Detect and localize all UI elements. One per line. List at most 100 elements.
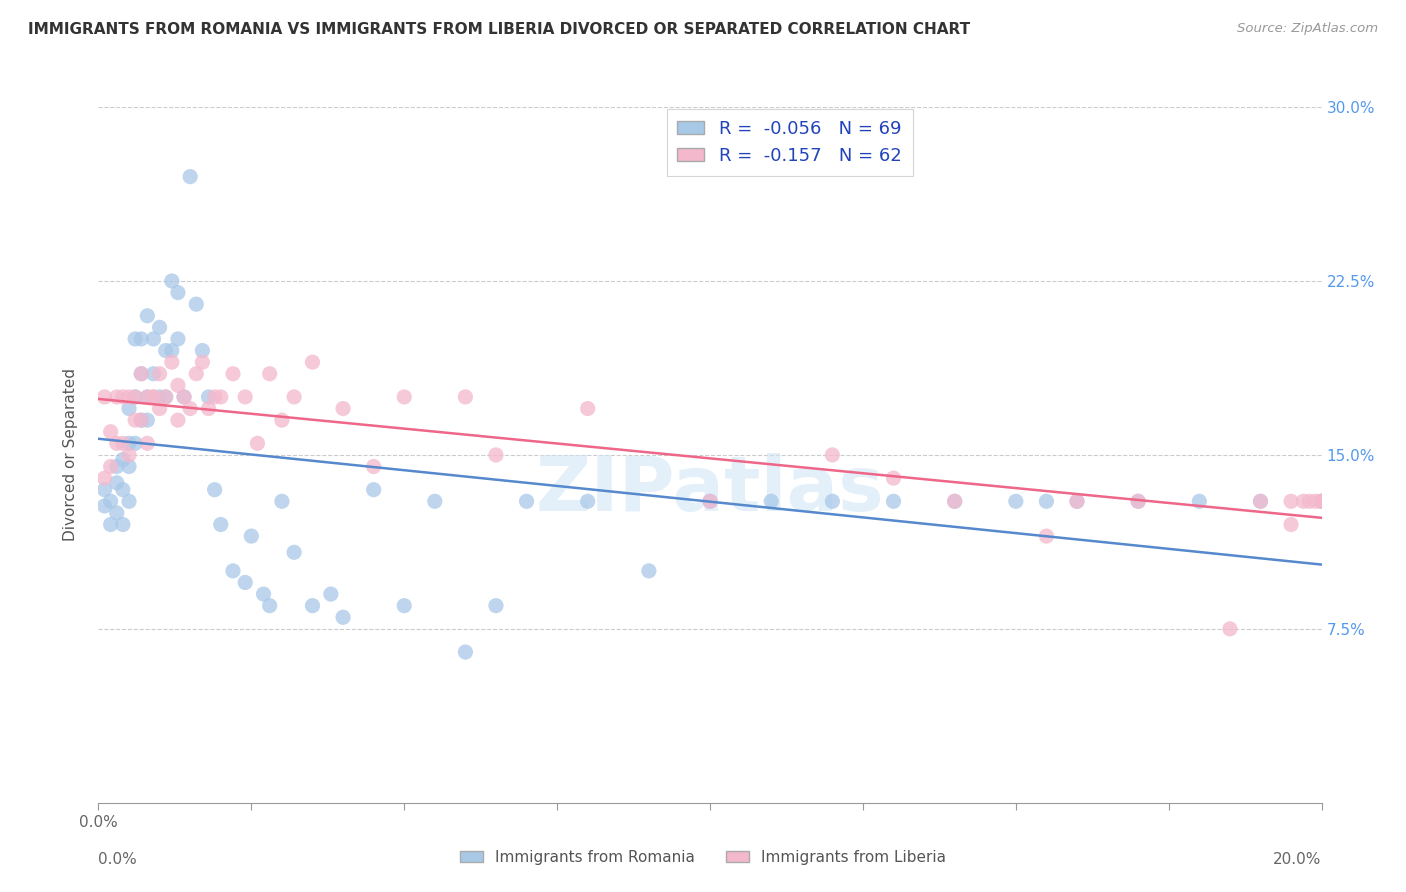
Text: Source: ZipAtlas.com: Source: ZipAtlas.com: [1237, 22, 1378, 36]
Point: [423, 494, 446, 508]
Point: [821, 494, 844, 508]
Point: [142, 390, 165, 404]
Point: [136, 413, 159, 427]
Point: [699, 494, 721, 508]
Point: [1004, 494, 1026, 508]
Point: [1279, 517, 1302, 532]
Point: [1298, 494, 1320, 508]
Point: [392, 390, 416, 404]
Point: [149, 320, 172, 334]
Point: [179, 169, 201, 184]
Point: [485, 599, 508, 613]
Point: [1066, 494, 1088, 508]
Point: [124, 413, 146, 427]
Point: [363, 483, 385, 497]
Point: [129, 413, 152, 427]
Point: [1128, 494, 1150, 508]
Point: [136, 436, 159, 450]
Point: [332, 401, 354, 416]
Point: [149, 367, 172, 381]
Point: [100, 425, 122, 439]
Point: [149, 390, 172, 404]
Point: [124, 332, 146, 346]
Point: [197, 390, 219, 404]
Legend: R =  -0.056   N = 69, R =  -0.157   N = 62: R = -0.056 N = 69, R = -0.157 N = 62: [666, 109, 912, 176]
Point: [222, 564, 245, 578]
Text: IMMIGRANTS FROM ROMANIA VS IMMIGRANTS FROM LIBERIA DIVORCED OR SEPARATED CORRELA: IMMIGRANTS FROM ROMANIA VS IMMIGRANTS FR…: [28, 22, 970, 37]
Point: [332, 610, 354, 624]
Point: [124, 390, 146, 404]
Point: [1128, 494, 1150, 508]
Point: [222, 367, 245, 381]
Point: [759, 494, 782, 508]
Point: [576, 494, 599, 508]
Point: [270, 494, 292, 508]
Point: [252, 587, 274, 601]
Point: [1035, 529, 1057, 543]
Point: [124, 436, 146, 450]
Point: [1310, 494, 1333, 508]
Point: [363, 459, 385, 474]
Point: [233, 390, 256, 404]
Point: [111, 436, 134, 450]
Point: [93, 390, 115, 404]
Point: [167, 285, 190, 300]
Point: [118, 436, 141, 450]
Point: [129, 413, 152, 427]
Point: [943, 494, 966, 508]
Point: [167, 332, 190, 346]
Y-axis label: Divorced or Separated: Divorced or Separated: [63, 368, 77, 541]
Point: [191, 343, 214, 358]
Point: [821, 448, 844, 462]
Legend: Immigrants from Romania, Immigrants from Liberia: Immigrants from Romania, Immigrants from…: [454, 844, 952, 871]
Text: 20.0%: 20.0%: [1274, 852, 1322, 867]
Point: [124, 390, 146, 404]
Point: [516, 494, 538, 508]
Point: [142, 332, 165, 346]
Point: [1035, 494, 1057, 508]
Point: [155, 390, 177, 404]
Point: [197, 401, 219, 416]
Point: [283, 545, 305, 559]
Point: [179, 401, 201, 416]
Point: [283, 390, 305, 404]
Point: [186, 367, 208, 381]
Point: [1310, 494, 1333, 508]
Point: [100, 517, 122, 532]
Point: [943, 494, 966, 508]
Point: [136, 390, 159, 404]
Point: [204, 483, 226, 497]
Point: [93, 471, 115, 485]
Point: [883, 471, 905, 485]
Point: [270, 413, 292, 427]
Point: [105, 390, 128, 404]
Point: [699, 494, 721, 508]
Point: [142, 390, 165, 404]
Point: [100, 494, 122, 508]
Point: [100, 459, 122, 474]
Point: [1219, 622, 1241, 636]
Point: [118, 448, 141, 462]
Point: [883, 494, 905, 508]
Point: [160, 355, 183, 369]
Point: [155, 343, 177, 358]
Point: [111, 483, 134, 497]
Point: [160, 274, 183, 288]
Point: [129, 367, 152, 381]
Point: [1310, 494, 1333, 508]
Point: [1249, 494, 1271, 508]
Point: [105, 506, 128, 520]
Point: [136, 390, 159, 404]
Point: [1249, 494, 1271, 508]
Point: [186, 297, 208, 311]
Point: [1305, 494, 1327, 508]
Point: [149, 401, 172, 416]
Point: [105, 459, 128, 474]
Point: [167, 413, 190, 427]
Text: 0.0%: 0.0%: [98, 852, 138, 867]
Point: [240, 529, 263, 543]
Point: [454, 390, 477, 404]
Point: [93, 483, 115, 497]
Point: [576, 401, 599, 416]
Point: [233, 575, 256, 590]
